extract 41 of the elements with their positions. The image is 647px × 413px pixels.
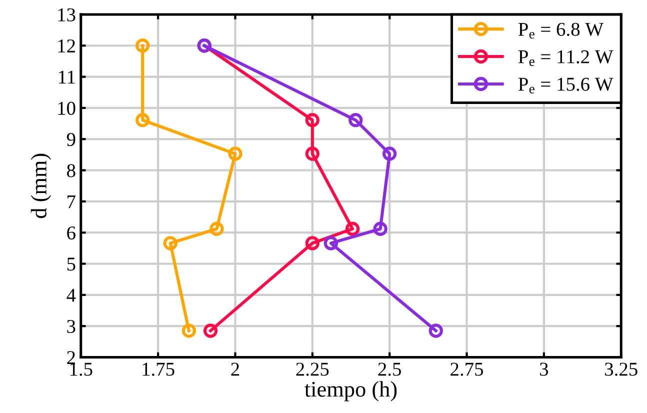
x-tick-label: 1.75 [142,362,174,376]
point [345,222,360,236]
point [136,38,150,53]
y-tick-label: 2 [67,351,75,364]
point [428,324,443,338]
y-tick-label: 3 [67,320,76,334]
point [163,236,178,250]
point [348,113,363,128]
x-tick-label: 2.75 [450,362,484,376]
y-tick-label: 11 [59,70,75,84]
x-axis-title: tiempo (h) [304,381,397,402]
point [228,146,242,161]
point [382,146,397,161]
y-tick-label: 5 [67,258,76,271]
legend-label: P$_{e}$ = 11.2 W [518,50,614,66]
y-axis-title: d (mm) [30,154,52,218]
point [136,113,150,128]
x-tick-label: 2 [231,362,240,376]
y-tick-label: 12 [58,39,75,52]
x-tick-label: 2.25 [296,362,329,376]
y-tick-label: 9 [66,132,76,146]
y-tick-label: 7 [68,195,76,208]
point [182,324,196,338]
point [373,222,388,236]
x-tick-label: 3.25 [605,362,638,376]
x-tick-label: 1.5 [70,362,92,376]
y-tick-label: 13 [58,8,76,22]
y-tick-label: 10 [58,102,76,115]
y-tick-label: 6 [67,226,76,240]
y-tick-label: 8 [67,164,76,178]
legend-label: P$_{e}$ = 6.8 W [518,22,604,39]
point [203,324,218,338]
y-tick-label: 4 [66,288,76,302]
point [305,146,320,161]
x-tick-label: 2.5 [378,362,401,376]
point [305,236,320,250]
x-tick-label: 3 [540,362,548,376]
point [210,222,224,236]
point [324,236,338,250]
point [305,113,320,128]
legend-label: P$_{e}$ = 15.6 W [518,78,614,94]
